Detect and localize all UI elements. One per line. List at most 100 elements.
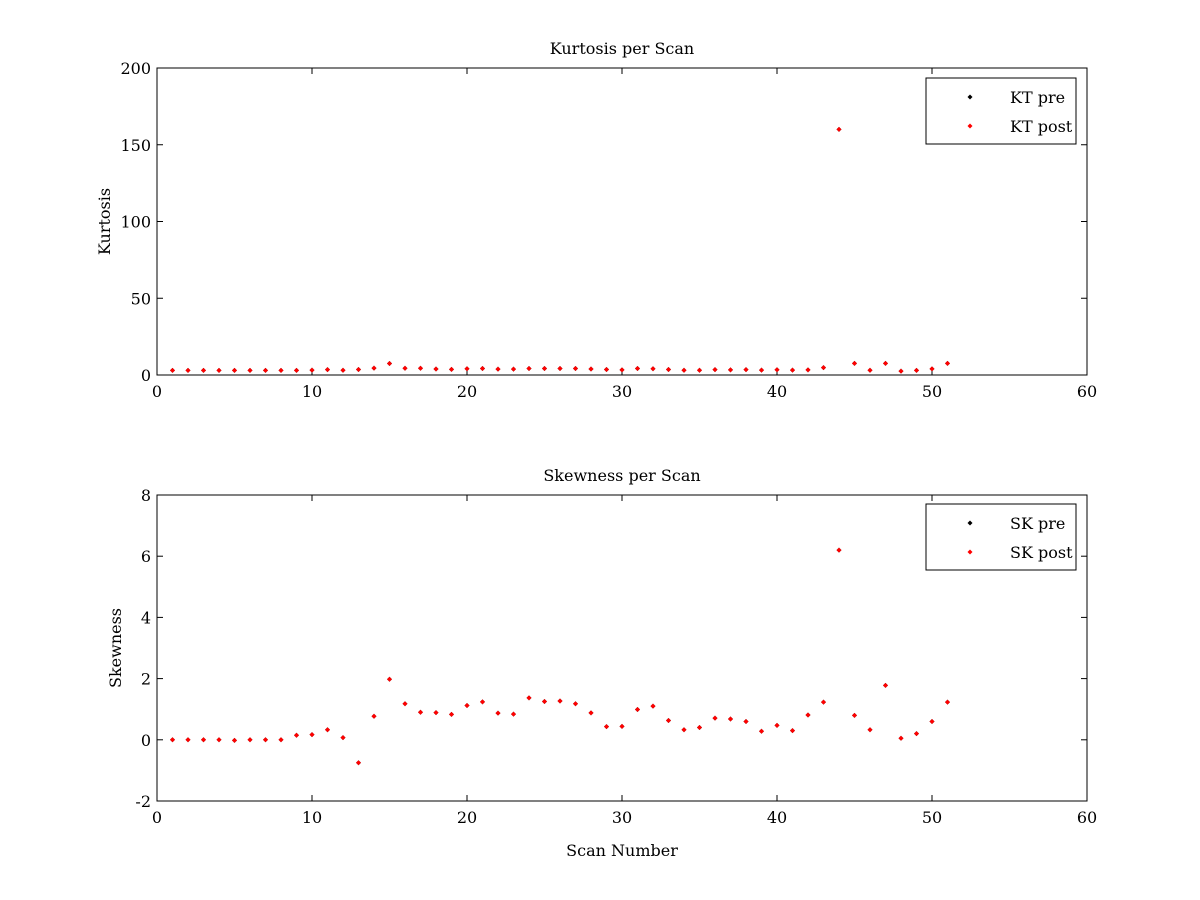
legend: KT pre KT post	[925, 77, 1077, 145]
data-point	[914, 367, 919, 373]
x-tick-label: 20	[457, 382, 477, 401]
x-tick-label: 40	[767, 808, 787, 827]
data-point	[852, 360, 857, 366]
data-point	[666, 366, 671, 372]
data-point	[309, 367, 315, 373]
data-point	[697, 367, 702, 373]
data-point	[883, 360, 888, 366]
x-tick-label: 30	[612, 808, 632, 827]
data-point	[867, 367, 873, 373]
legend-marker	[967, 123, 973, 129]
data-point	[449, 366, 454, 372]
data-point	[867, 727, 873, 733]
data-point	[557, 366, 563, 372]
data-point	[294, 732, 299, 738]
data-point	[635, 366, 640, 372]
data-point	[495, 710, 501, 716]
data-point	[464, 703, 470, 709]
data-point	[898, 368, 904, 374]
data-point	[790, 728, 795, 734]
legend-label: SK post	[1010, 543, 1073, 562]
data-point	[557, 698, 563, 704]
data-point	[945, 699, 950, 705]
legend-label: KT pre	[1010, 88, 1065, 107]
data-point	[433, 710, 439, 716]
x-tick-label: 50	[922, 808, 942, 827]
data-point	[170, 737, 175, 743]
data-point	[836, 126, 842, 132]
data-point	[759, 728, 764, 734]
data-point	[232, 367, 237, 373]
x-tick-label: 10	[302, 382, 322, 401]
y-tick-label: 150	[120, 136, 151, 155]
data-point	[216, 737, 222, 743]
y-axis-label: Kurtosis	[95, 188, 114, 255]
data-point	[263, 367, 268, 373]
data-point	[619, 367, 625, 373]
data-point	[325, 367, 330, 373]
data-point	[588, 366, 594, 372]
y-tick-label: 0	[141, 366, 151, 385]
data-point	[387, 676, 392, 682]
series-2	[170, 126, 950, 374]
data-point	[402, 365, 408, 371]
data-point	[883, 682, 888, 688]
chart-panel-1: Kurtosis per Scan 0 10 20 30 40 50 60 0 50 100 150 2…	[95, 39, 1097, 401]
data-point	[185, 367, 191, 373]
data-point	[852, 712, 857, 718]
data-point	[914, 731, 919, 737]
data-point	[526, 695, 532, 701]
data-point	[371, 713, 377, 719]
data-point	[263, 737, 268, 743]
legend: SK pre SK post	[925, 503, 1077, 571]
data-point	[325, 727, 330, 733]
x-tick-label: 30	[612, 382, 632, 401]
data-point	[821, 699, 826, 705]
data-point	[185, 737, 191, 743]
y-tick-label: 50	[131, 289, 151, 308]
data-point	[650, 703, 656, 709]
data-point	[619, 723, 625, 729]
y-tick-label: 200	[120, 59, 151, 78]
legend-label: SK pre	[1010, 514, 1065, 533]
y-tick-label: 6	[141, 547, 151, 566]
data-point	[681, 727, 687, 733]
x-tick-label: 20	[457, 808, 477, 827]
data-point	[170, 367, 175, 373]
data-point	[542, 366, 547, 372]
data-point	[604, 724, 609, 730]
data-point	[511, 711, 516, 717]
series-2	[170, 547, 950, 766]
y-axis-label: Skewness	[106, 608, 125, 688]
y-tick-label: -2	[135, 792, 151, 811]
data-point	[743, 718, 749, 724]
data-point	[650, 366, 656, 372]
data-point	[201, 367, 206, 373]
legend-box	[925, 77, 1077, 145]
data-point	[495, 366, 501, 372]
y-tick-label: 4	[141, 608, 151, 627]
y-tick-label: 8	[141, 486, 151, 505]
x-tick-label: 60	[1077, 808, 1097, 827]
data-point	[774, 367, 780, 373]
data-point	[201, 737, 206, 743]
data-point	[542, 699, 547, 705]
data-point	[805, 712, 811, 718]
legend-label: KT post	[1010, 117, 1073, 136]
data-point	[247, 367, 253, 373]
data-point	[604, 366, 609, 372]
data-point	[805, 367, 811, 373]
data-point	[929, 718, 935, 724]
data-point	[294, 367, 299, 373]
x-tick-label: 0	[152, 382, 162, 401]
data-point	[340, 735, 346, 741]
data-point	[821, 365, 826, 371]
x-tick-label: 10	[302, 808, 322, 827]
data-point	[712, 715, 718, 721]
chart-title: Kurtosis per Scan	[550, 39, 694, 58]
data-point	[449, 711, 454, 717]
y-tick-label: 100	[120, 213, 151, 232]
legend-marker	[967, 94, 973, 100]
data-point	[309, 732, 315, 738]
data-point	[898, 735, 904, 741]
